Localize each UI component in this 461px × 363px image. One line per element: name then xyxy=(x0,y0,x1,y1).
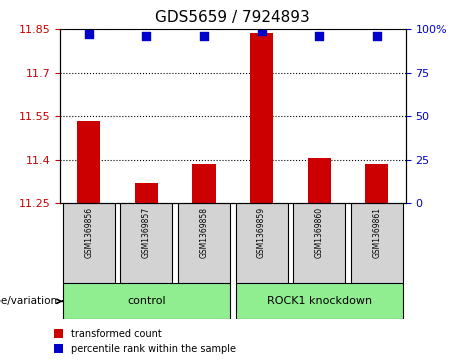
Bar xyxy=(365,164,388,203)
Legend: transformed count, percentile rank within the sample: transformed count, percentile rank withi… xyxy=(50,325,240,358)
FancyBboxPatch shape xyxy=(63,203,115,283)
Text: GSM1369861: GSM1369861 xyxy=(372,207,381,258)
FancyBboxPatch shape xyxy=(236,283,403,319)
Text: genotype/variation: genotype/variation xyxy=(0,296,63,306)
Text: ROCK1 knockdown: ROCK1 knockdown xyxy=(266,296,372,306)
Bar xyxy=(308,158,331,203)
Point xyxy=(315,33,323,39)
Bar xyxy=(193,164,216,203)
FancyBboxPatch shape xyxy=(351,203,403,283)
Text: GSM1369858: GSM1369858 xyxy=(200,207,208,258)
Text: GSM1369860: GSM1369860 xyxy=(315,207,324,258)
Text: GSM1369859: GSM1369859 xyxy=(257,207,266,258)
Bar xyxy=(77,121,100,203)
Title: GDS5659 / 7924893: GDS5659 / 7924893 xyxy=(155,10,310,25)
Text: control: control xyxy=(127,296,165,306)
Text: GSM1369856: GSM1369856 xyxy=(84,207,93,258)
FancyBboxPatch shape xyxy=(120,203,172,283)
Point xyxy=(85,31,92,37)
FancyBboxPatch shape xyxy=(236,203,288,283)
Point xyxy=(258,28,266,34)
Point xyxy=(200,33,207,39)
Bar xyxy=(135,183,158,203)
FancyBboxPatch shape xyxy=(293,203,345,283)
Bar xyxy=(250,33,273,203)
Text: GSM1369857: GSM1369857 xyxy=(142,207,151,258)
Point xyxy=(373,33,381,39)
Point xyxy=(142,33,150,39)
FancyBboxPatch shape xyxy=(178,203,230,283)
FancyBboxPatch shape xyxy=(63,283,230,319)
